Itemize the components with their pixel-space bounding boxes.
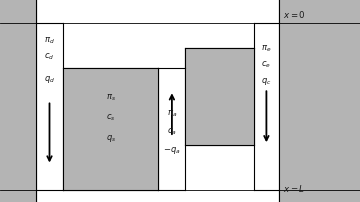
- Text: $q_s$: $q_s$: [105, 132, 116, 143]
- Text: $q_c$: $q_c$: [261, 75, 272, 86]
- Bar: [254, 24, 279, 190]
- Text: $c_d$: $c_d$: [44, 51, 55, 62]
- Bar: [158, 69, 185, 190]
- Text: $\pi_s$: $\pi_s$: [106, 92, 116, 102]
- Bar: [279, 0, 360, 202]
- Text: $x = L$: $x = L$: [283, 182, 305, 193]
- Text: $\pi_e$: $\pi_e$: [261, 43, 271, 54]
- Text: $c_e$: $c_e$: [261, 59, 271, 70]
- Bar: [185, 48, 254, 145]
- Bar: [0, 0, 36, 202]
- Text: $-q_a$: $-q_a$: [163, 144, 181, 155]
- Text: $q_d$: $q_d$: [44, 73, 55, 84]
- Text: $\pi_a$: $\pi_a$: [167, 108, 177, 118]
- Text: $\pi_d$: $\pi_d$: [44, 35, 55, 46]
- Text: $x = 0$: $x = 0$: [283, 9, 305, 20]
- Bar: [36, 0, 279, 202]
- Text: $c_a$: $c_a$: [167, 126, 177, 137]
- Bar: [63, 69, 158, 190]
- Bar: [36, 24, 63, 190]
- Text: $c_s$: $c_s$: [106, 112, 116, 122]
